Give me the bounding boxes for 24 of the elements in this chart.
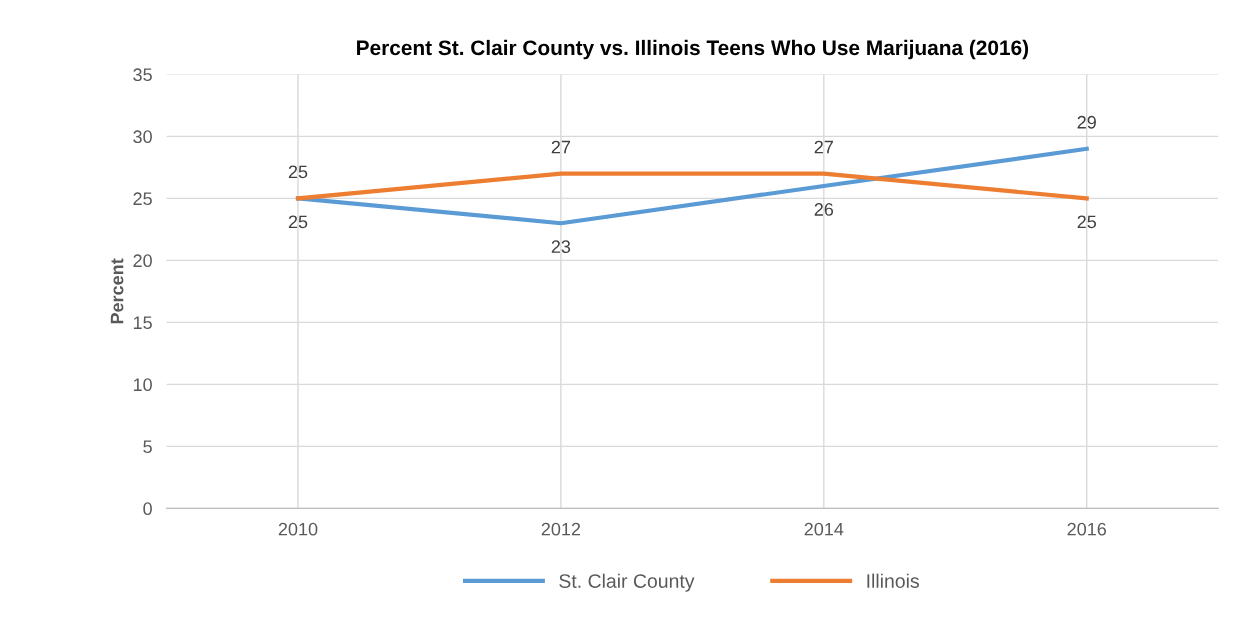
y-tick-label: 25 bbox=[133, 192, 152, 206]
y-tick-label: 5 bbox=[143, 440, 152, 454]
data-label: 26 bbox=[814, 203, 834, 216]
data-label: 25 bbox=[288, 165, 308, 179]
data-label: 23 bbox=[551, 240, 571, 254]
chart-title: Percent St. Clair County vs. Illinois Teens Who Use Marijuana (2016) bbox=[357, 39, 1029, 60]
x-tick-label: 2012 bbox=[541, 522, 581, 536]
y-tick-label: 35 bbox=[133, 68, 152, 82]
y-axis-title: Percent bbox=[110, 258, 124, 324]
x-tick-label: 2010 bbox=[278, 522, 318, 536]
data-label: 27 bbox=[551, 140, 571, 154]
x-tick-label: 2014 bbox=[804, 522, 844, 536]
y-tick-label: 15 bbox=[133, 316, 152, 330]
data-label: 25 bbox=[288, 215, 308, 229]
y-tick-label: 10 bbox=[133, 378, 152, 392]
data-label: 25 bbox=[1077, 215, 1097, 229]
y-tick-label: 20 bbox=[133, 254, 152, 268]
x-tick-label: 2016 bbox=[1067, 522, 1107, 536]
data-label: 27 bbox=[814, 140, 833, 154]
data-label: 29 bbox=[1077, 115, 1096, 129]
y-tick-label: 30 bbox=[133, 130, 152, 144]
legend-label: St. Clair County bbox=[559, 573, 695, 592]
y-tick-label: 0 bbox=[143, 502, 152, 516]
legend-label: Illinois bbox=[867, 573, 919, 588]
